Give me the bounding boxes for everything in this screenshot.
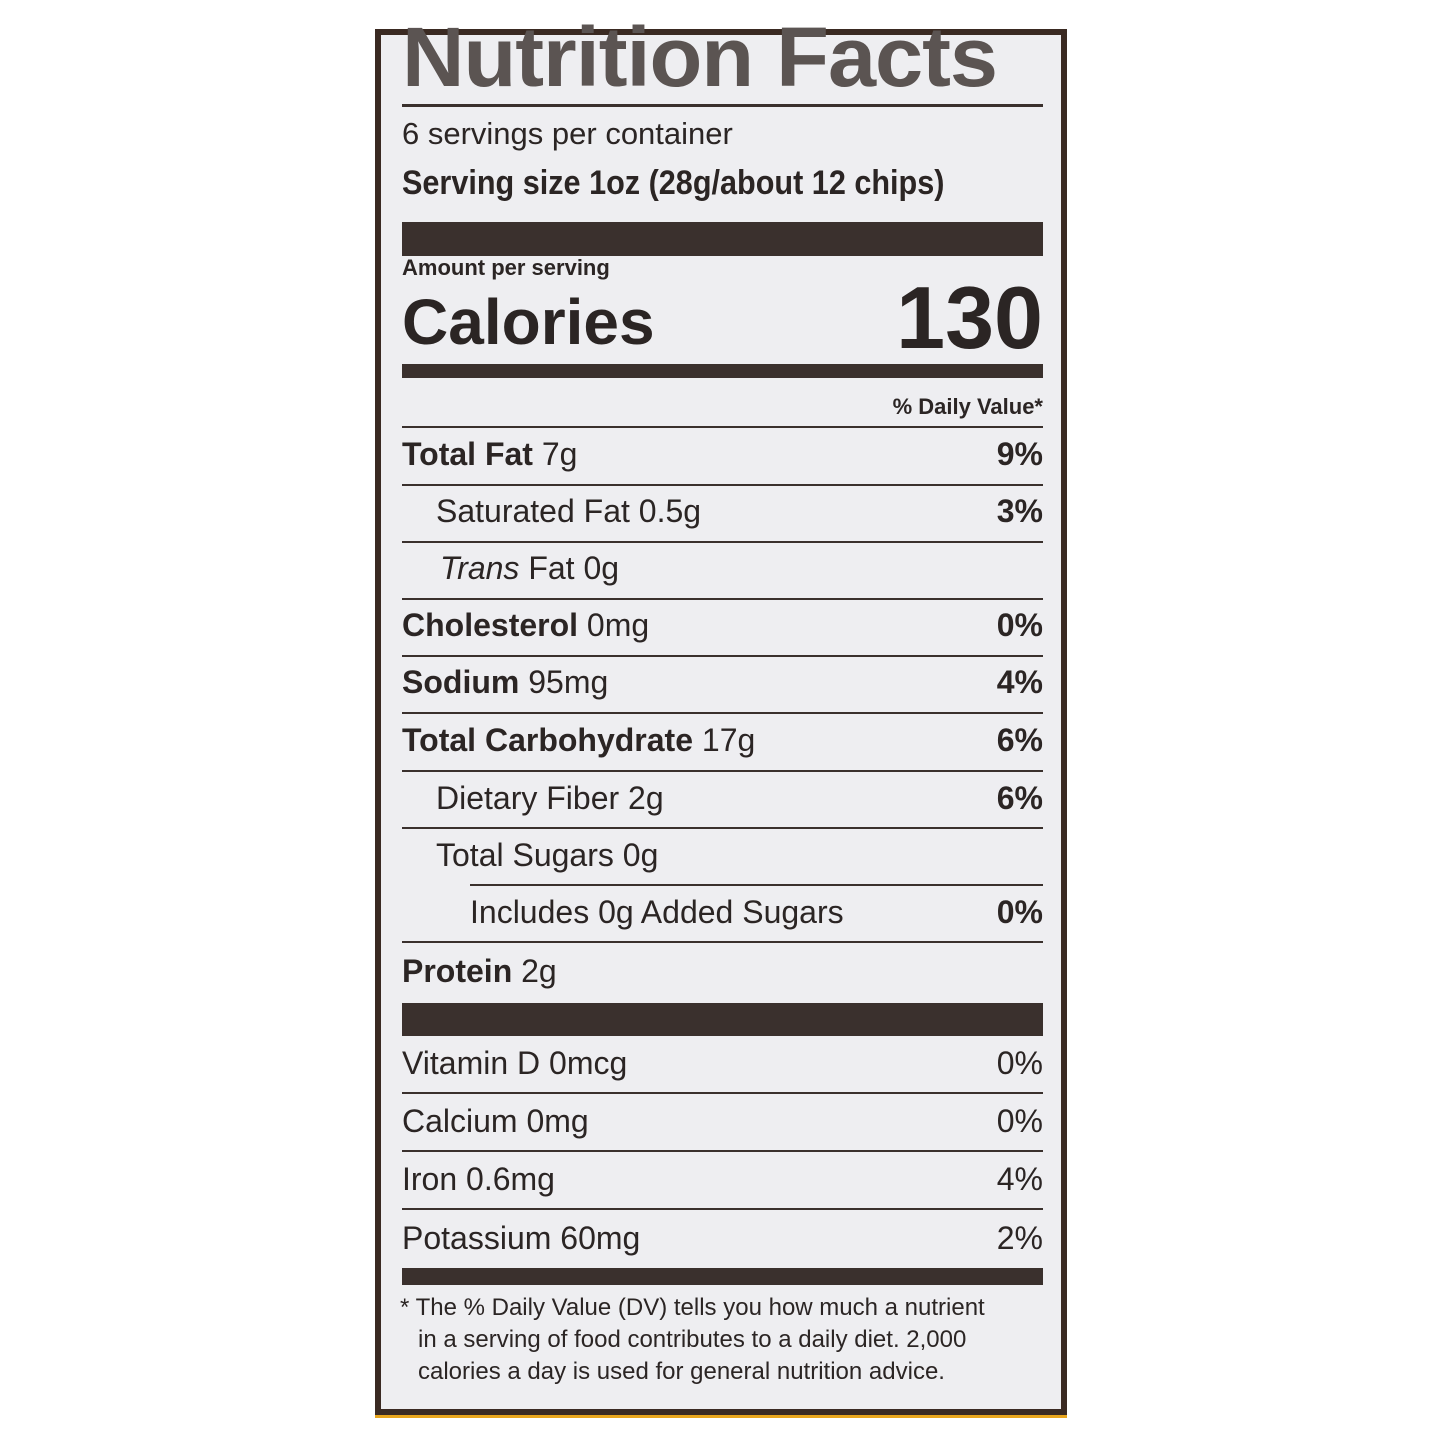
- divider: [402, 770, 1043, 772]
- footnote-line: in a serving of food contributes to a da…: [418, 1326, 967, 1353]
- vitamin-row: Calcium 0mg 0%: [402, 1103, 1043, 1143]
- daily-value-header: % Daily Value*: [892, 394, 1043, 419]
- nutrient-amount: 17g: [701, 722, 756, 758]
- footnote-line: * The % Daily Value (DV) tells you how m…: [400, 1294, 985, 1321]
- nutrient-amount: 0g: [622, 837, 659, 873]
- nutrient-dv: 0%: [996, 607, 1043, 643]
- nutrient-row-dietary-fiber: Dietary Fiber 2g 6%: [402, 780, 1043, 820]
- nutrient-name: Dietary Fiber: [436, 780, 620, 816]
- nutrient-amount: Fat 0g: [528, 550, 620, 586]
- serving-size: Serving size 1oz (28g/about 12 chips): [402, 164, 945, 202]
- vitamin-dv: 2%: [996, 1220, 1043, 1256]
- nutrient-dv: 6%: [996, 780, 1043, 816]
- vitamin-row: Vitamin D 0mcg 0%: [402, 1045, 1043, 1085]
- divider: [402, 1092, 1043, 1094]
- divider: [402, 941, 1043, 943]
- nutrient-row-total-fat: Total Fat 7g 9%: [402, 436, 1043, 476]
- nutrient-row-trans-fat: Trans Fat 0g: [402, 550, 1043, 590]
- nutrition-label: [375, 29, 1067, 1415]
- amount-per-serving: Amount per serving: [402, 255, 610, 280]
- medium-divider: [402, 1268, 1043, 1285]
- calories-label: Calories: [402, 286, 655, 358]
- nutrient-dv: 3%: [996, 493, 1043, 529]
- footnote-line: calories a day is used for general nutri…: [418, 1358, 945, 1385]
- thick-divider: [402, 222, 1043, 256]
- thick-divider: [402, 1003, 1043, 1036]
- divider: [402, 1208, 1043, 1210]
- divider: [402, 426, 1043, 428]
- nutrient-name: Saturated Fat: [436, 493, 630, 529]
- vitamin-dv: 0%: [996, 1045, 1043, 1081]
- medium-divider: [402, 364, 1043, 378]
- nutrient-row-protein: Protein 2g: [402, 953, 1043, 993]
- nutrient-row-total-sugars: Total Sugars 0g: [402, 837, 1043, 877]
- vitamin-row: Potassium 60mg 2%: [402, 1220, 1043, 1260]
- nutrient-amount: 0.5g: [638, 493, 702, 529]
- divider: [402, 598, 1043, 600]
- divider: [402, 655, 1043, 657]
- nutrient-dv: 0%: [996, 894, 1043, 930]
- nutrient-amount: 95mg: [528, 664, 609, 700]
- label-title: Nutrition Facts: [402, 10, 998, 104]
- vitamin-dv: 4%: [996, 1161, 1043, 1197]
- nutrient-dv: 4%: [996, 664, 1043, 700]
- nutrient-name: Total Carbohydrate: [402, 722, 693, 758]
- servings-per-container: 6 servings per container: [402, 116, 733, 151]
- nutrient-row-added-sugars: Includes 0g Added Sugars 0%: [402, 894, 1043, 934]
- vitamin-name: Vitamin D 0mcg: [402, 1045, 628, 1081]
- calories-value: 130: [896, 268, 1043, 367]
- divider: [470, 884, 1043, 886]
- nutrient-name: Includes 0g Added Sugars: [470, 894, 844, 930]
- nutrient-row-total-carbohydrate: Total Carbohydrate 17g 6%: [402, 722, 1043, 762]
- vitamin-name: Calcium 0mg: [402, 1103, 589, 1139]
- nutrient-name: Total Fat: [402, 436, 533, 472]
- nutrient-amount: 0mg: [586, 607, 650, 643]
- nutrient-row-sodium: Sodium 95mg 4%: [402, 664, 1043, 704]
- divider: [402, 712, 1043, 714]
- nutrient-name: Cholesterol: [402, 607, 579, 643]
- nutrient-name: Protein: [402, 953, 513, 989]
- nutrient-name: Total Sugars: [436, 837, 614, 873]
- nutrient-row-cholesterol: Cholesterol 0mg 0%: [402, 607, 1043, 647]
- vitamin-row: Iron 0.6mg 4%: [402, 1161, 1043, 1201]
- vitamin-name: Iron 0.6mg: [402, 1161, 555, 1197]
- nutrient-name: Trans: [440, 550, 520, 586]
- vitamin-name: Potassium 60mg: [402, 1220, 641, 1256]
- nutrient-row-saturated-fat: Saturated Fat 0.5g 3%: [402, 493, 1043, 533]
- divider: [402, 484, 1043, 486]
- footnote: * The % Daily Value (DV) tells you how m…: [400, 1292, 1050, 1388]
- divider: [402, 1150, 1043, 1152]
- divider: [402, 541, 1043, 543]
- nutrient-amount: 2g: [521, 953, 557, 989]
- nutrient-name: Sodium: [402, 664, 520, 700]
- nutrient-amount: 2g: [628, 780, 664, 816]
- vitamin-dv: 0%: [996, 1103, 1043, 1139]
- nutrient-dv: 9%: [996, 436, 1043, 472]
- nutrient-dv: 6%: [996, 722, 1043, 758]
- divider: [402, 104, 1043, 107]
- nutrient-amount: 7g: [541, 436, 578, 472]
- divider: [402, 827, 1043, 829]
